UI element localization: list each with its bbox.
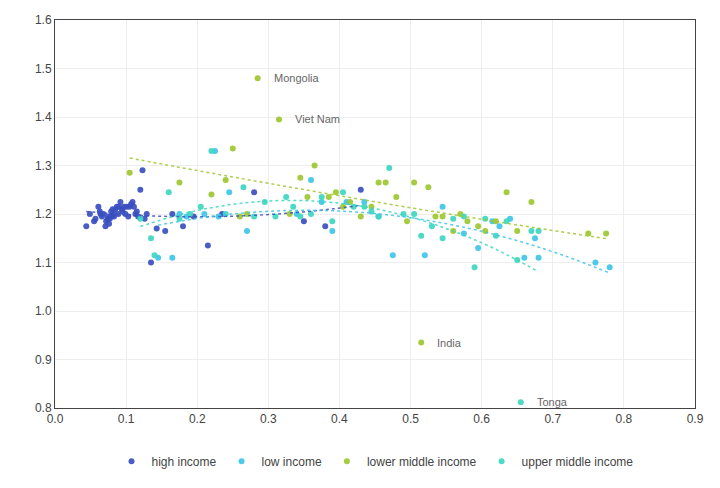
- svg-text:0.2: 0.2: [189, 412, 206, 426]
- svg-text:0.7: 0.7: [544, 412, 561, 426]
- svg-text:high income: high income: [152, 455, 217, 469]
- svg-text:1.4: 1.4: [35, 110, 52, 124]
- svg-text:lower middle income: lower middle income: [367, 455, 477, 469]
- svg-text:1.2: 1.2: [35, 207, 52, 221]
- svg-text:0.8: 0.8: [35, 401, 52, 415]
- svg-text:1.5: 1.5: [35, 62, 52, 76]
- svg-text:0.9: 0.9: [35, 353, 52, 367]
- svg-text:1.3: 1.3: [35, 159, 52, 173]
- svg-text:Viet Nam: Viet Nam: [295, 113, 340, 125]
- svg-text:low income: low income: [262, 455, 322, 469]
- svg-text:1.1: 1.1: [35, 256, 52, 270]
- svg-text:0.5: 0.5: [402, 412, 419, 426]
- svg-text:upper middle income: upper middle income: [522, 455, 634, 469]
- svg-text:Mongolia: Mongolia: [274, 72, 320, 84]
- svg-text:0.3: 0.3: [260, 412, 277, 426]
- svg-text:1.6: 1.6: [35, 13, 52, 27]
- svg-text:Tonga: Tonga: [537, 396, 568, 408]
- svg-text:0.0: 0.0: [47, 412, 64, 426]
- svg-text:0.6: 0.6: [473, 412, 490, 426]
- svg-text:0.1: 0.1: [118, 412, 135, 426]
- svg-text:1.0: 1.0: [35, 304, 52, 318]
- svg-text:0.8: 0.8: [616, 412, 633, 426]
- svg-text:India: India: [437, 337, 462, 349]
- svg-text:0.9: 0.9: [687, 412, 704, 426]
- svg-text:0.4: 0.4: [331, 412, 348, 426]
